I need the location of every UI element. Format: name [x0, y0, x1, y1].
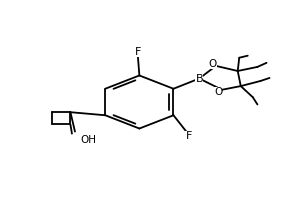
- Text: O: O: [209, 59, 217, 69]
- Text: B: B: [195, 73, 203, 84]
- Text: F: F: [185, 131, 192, 141]
- Text: F: F: [135, 47, 141, 58]
- Text: OH: OH: [80, 135, 96, 145]
- Text: O: O: [214, 87, 222, 97]
